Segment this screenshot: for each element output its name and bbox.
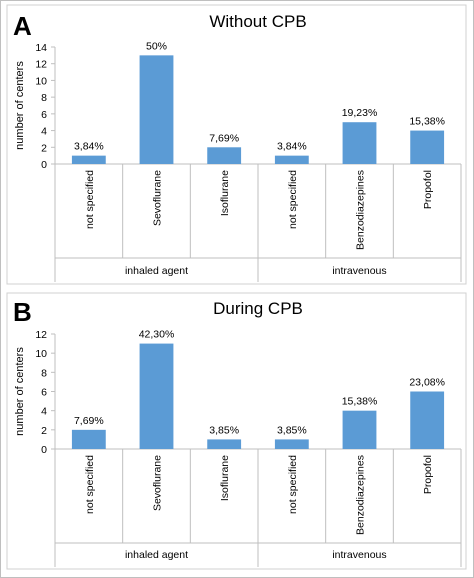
category-label: Sevoflurane xyxy=(152,170,164,226)
category-label: Isoflurane xyxy=(219,455,231,501)
data-label: 7,69% xyxy=(74,415,104,427)
category-label: not specified xyxy=(287,170,299,229)
data-label: 3,84% xyxy=(74,141,104,153)
y-tick-label: 10 xyxy=(35,75,47,87)
y-tick-label: 10 xyxy=(35,348,47,360)
category-label: not specified xyxy=(84,170,96,229)
y-axis-label: number of centers xyxy=(14,61,26,150)
data-label: 7,69% xyxy=(209,132,239,144)
category-label: Sevoflurane xyxy=(152,455,164,511)
bar xyxy=(410,391,445,449)
category-label: Propofol xyxy=(422,455,434,494)
bar xyxy=(342,122,377,164)
panel-letter: B xyxy=(13,297,32,327)
bar xyxy=(71,155,106,164)
chart-title: During CPB xyxy=(213,299,303,318)
y-tick-label: 12 xyxy=(35,329,47,341)
category-label: Benzodiazepines xyxy=(355,455,367,535)
y-tick-label: 2 xyxy=(41,142,47,154)
category-label: Benzodiazepines xyxy=(355,170,367,250)
y-axis-label: number of centers xyxy=(14,347,26,436)
y-tick-label: 4 xyxy=(41,406,47,418)
data-label: 50% xyxy=(146,40,167,52)
bar xyxy=(139,343,174,449)
data-label: 23,08% xyxy=(409,377,445,389)
data-label: 15,38% xyxy=(409,116,445,128)
bar xyxy=(410,130,445,164)
bar xyxy=(71,429,106,449)
panel-letter: A xyxy=(13,11,32,41)
data-label: 3,84% xyxy=(277,141,307,153)
y-tick-label: 14 xyxy=(35,42,47,54)
group-label: intravenous xyxy=(332,265,386,277)
data-label: 19,23% xyxy=(342,107,378,119)
data-label: 3,85% xyxy=(277,424,307,436)
category-label: not specified xyxy=(287,455,299,514)
y-tick-label: 6 xyxy=(41,109,47,121)
y-tick-label: 8 xyxy=(41,92,47,104)
chart-title: Without CPB xyxy=(209,12,306,31)
category-label: Isoflurane xyxy=(219,170,231,216)
group-label: intravenous xyxy=(332,549,386,561)
group-label: inhaled agent xyxy=(125,265,188,277)
chart-panel-b: B During CPB 0 2 4 6 8 10 12 number of centers 7,6… xyxy=(6,292,467,570)
y-tick-label: 0 xyxy=(41,159,47,171)
bar xyxy=(274,155,309,164)
y-tick-label: 0 xyxy=(41,444,47,456)
y-tick-label: 12 xyxy=(35,59,47,71)
panel-frame xyxy=(6,4,467,285)
bar xyxy=(342,410,377,449)
category-label: Propofol xyxy=(422,170,434,209)
panel-frame xyxy=(6,292,467,570)
category-label: not specified xyxy=(84,455,96,514)
chart-panel-a: A Without CPB 0 2 4 6 8 10 12 14 number of centers… xyxy=(6,4,467,285)
y-tick-label: 2 xyxy=(41,425,47,437)
data-label: 3,85% xyxy=(209,424,239,436)
y-tick-label: 6 xyxy=(41,387,47,399)
bar xyxy=(207,147,242,164)
y-tick-label: 8 xyxy=(41,367,47,379)
y-tick-label: 4 xyxy=(41,126,47,138)
bar xyxy=(274,439,309,449)
bar xyxy=(207,439,242,449)
group-label: inhaled agent xyxy=(125,549,188,561)
bar xyxy=(139,55,174,164)
data-label: 42,30% xyxy=(139,329,175,341)
data-label: 15,38% xyxy=(342,396,378,408)
